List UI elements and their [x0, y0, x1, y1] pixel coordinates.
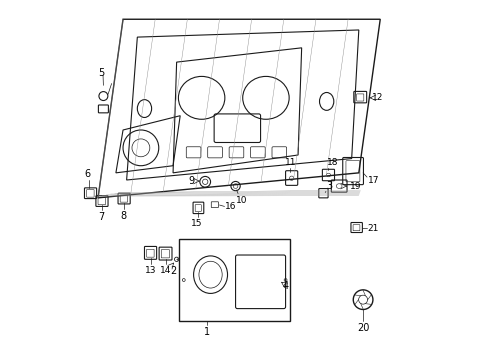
Text: 6: 6	[84, 169, 90, 179]
Text: 17: 17	[367, 176, 379, 185]
Text: 21: 21	[366, 224, 378, 233]
Text: 11: 11	[284, 158, 295, 167]
Text: 18: 18	[326, 158, 338, 167]
Text: 13: 13	[144, 266, 156, 275]
Text: 5: 5	[98, 68, 104, 78]
Text: 2: 2	[170, 266, 176, 276]
Text: 12: 12	[372, 93, 383, 102]
Text: 8: 8	[121, 211, 126, 221]
Text: 3: 3	[325, 181, 331, 191]
Text: 14: 14	[160, 266, 171, 275]
Text: 4: 4	[282, 281, 288, 291]
Text: 9: 9	[188, 176, 194, 186]
Text: 15: 15	[190, 219, 202, 228]
Text: 1: 1	[203, 327, 210, 337]
Text: 20: 20	[356, 323, 368, 333]
Text: 7: 7	[98, 212, 104, 222]
Text: 19: 19	[349, 182, 361, 191]
Text: 10: 10	[235, 196, 247, 205]
Text: 16: 16	[225, 202, 236, 211]
